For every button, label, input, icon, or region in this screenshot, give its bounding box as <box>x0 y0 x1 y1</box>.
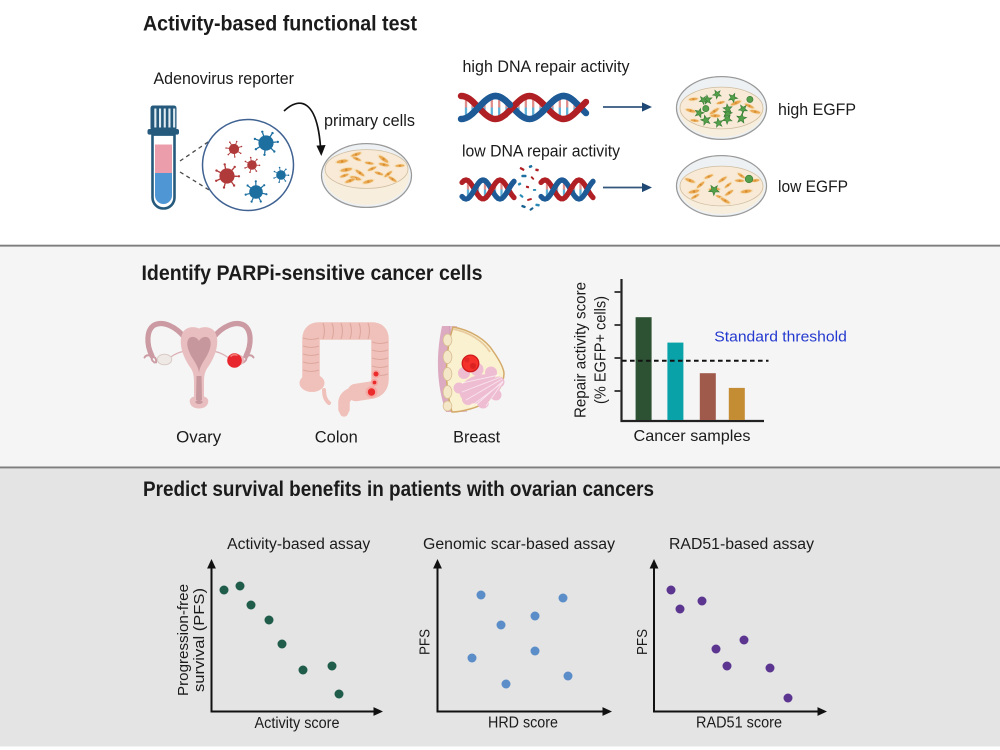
svg-text:Standard threshold: Standard threshold <box>714 328 847 345</box>
svg-text:Breast: Breast <box>453 429 500 447</box>
svg-text:Progression-free: Progression-free <box>175 584 192 696</box>
svg-text:Genomic scar-based assay: Genomic scar-based assay <box>423 536 615 553</box>
svg-text:low DNA repair activity: low DNA repair activity <box>462 142 621 160</box>
svg-text:RAD51-based assay: RAD51-based assay <box>669 536 814 553</box>
svg-text:Predict survival benefits in p: Predict survival benefits in patients wi… <box>143 478 654 501</box>
svg-text:low EGFP: low EGFP <box>778 177 848 196</box>
svg-text:Colon: Colon <box>315 429 358 447</box>
svg-text:(% EGFP+ cells): (% EGFP+ cells) <box>593 296 610 404</box>
svg-text:Repair activity score: Repair activity score <box>573 282 590 418</box>
svg-text:PFS: PFS <box>417 629 434 655</box>
svg-text:Activity-based assay: Activity-based assay <box>227 536 370 553</box>
svg-text:survival (PFS): survival (PFS) <box>191 588 208 692</box>
svg-text:HRD score: HRD score <box>488 715 558 732</box>
svg-text:Identify PARPi-sensitive cance: Identify PARPi-sensitive cancer cells <box>142 262 483 285</box>
svg-text:PFS: PFS <box>634 629 651 655</box>
svg-text:Ovary: Ovary <box>176 429 222 447</box>
svg-text:Adenovirus reporter: Adenovirus reporter <box>154 69 295 88</box>
svg-text:Activity-based functional test: Activity-based functional test <box>143 13 417 36</box>
svg-text:Cancer samples: Cancer samples <box>634 428 751 445</box>
svg-text:high DNA repair activity: high DNA repair activity <box>463 58 631 76</box>
svg-text:Activity score: Activity score <box>255 715 340 732</box>
svg-text:primary cells: primary cells <box>324 111 415 130</box>
svg-text:RAD51 score: RAD51 score <box>696 715 782 732</box>
svg-text:high EGFP: high EGFP <box>778 100 856 119</box>
